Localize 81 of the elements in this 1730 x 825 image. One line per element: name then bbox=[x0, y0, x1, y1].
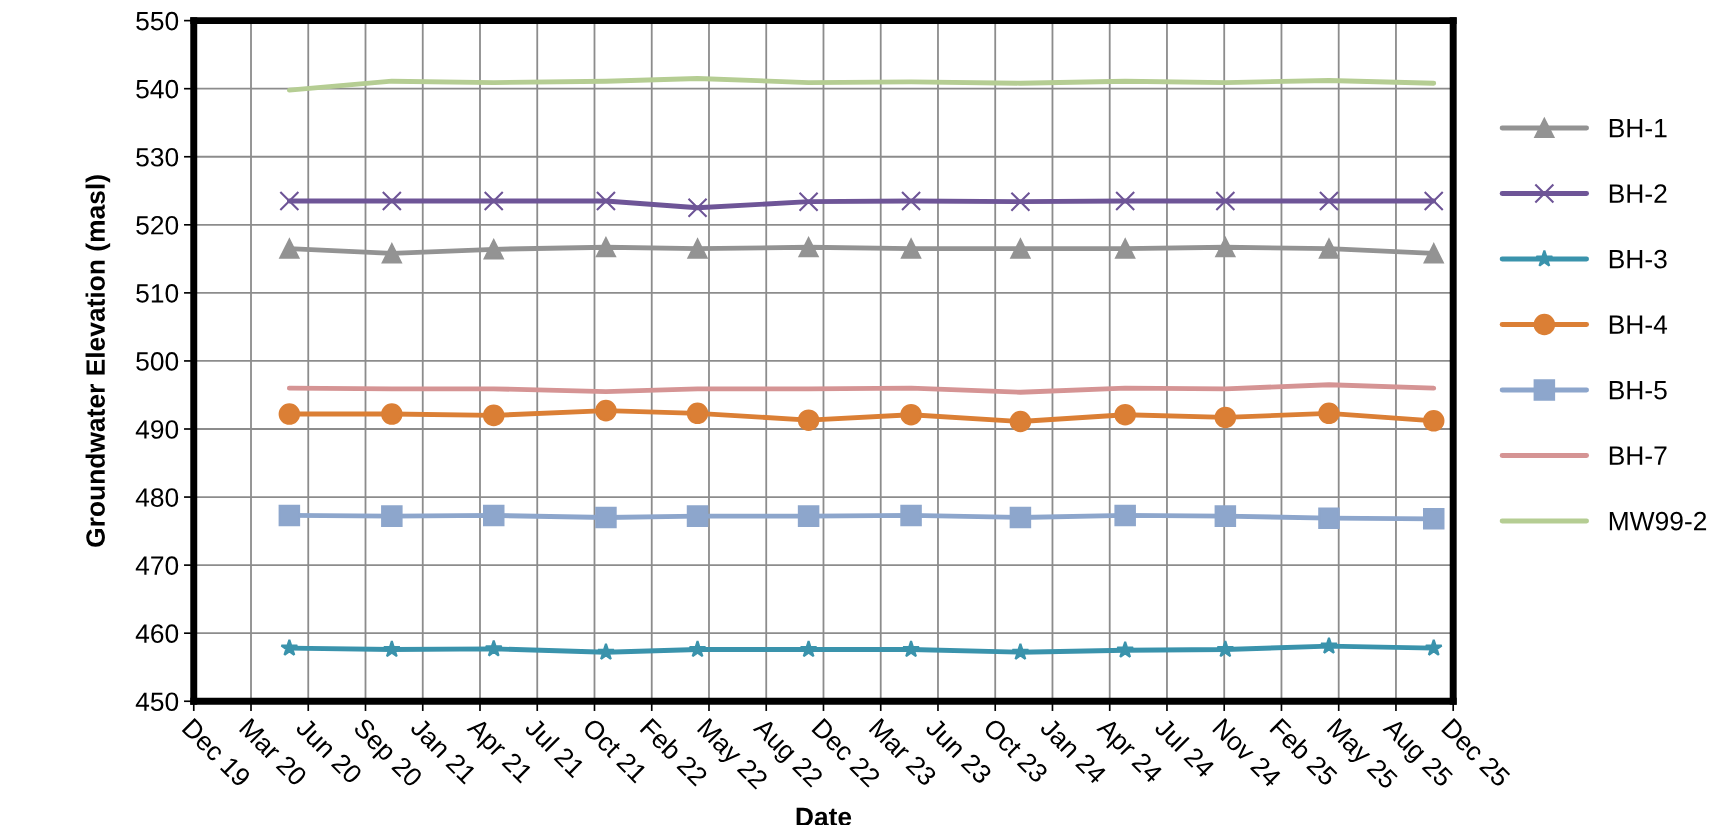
point bbox=[1423, 243, 1444, 264]
point bbox=[1318, 402, 1340, 425]
point bbox=[1115, 190, 1136, 212]
point bbox=[901, 190, 922, 212]
point bbox=[1214, 406, 1237, 429]
point bbox=[382, 640, 401, 658]
point bbox=[279, 190, 300, 212]
point bbox=[1011, 642, 1030, 661]
legend-label: BH-4 bbox=[1609, 315, 1668, 334]
point bbox=[1010, 238, 1031, 259]
y-axis-title: Groundwater Elevation (masl) bbox=[85, 175, 111, 547]
y-tick-label: 480 bbox=[135, 488, 179, 507]
point bbox=[381, 190, 402, 212]
point bbox=[900, 403, 922, 426]
y-tick-label: 510 bbox=[136, 284, 179, 303]
point bbox=[688, 640, 707, 658]
point bbox=[1116, 640, 1135, 658]
point bbox=[595, 190, 617, 212]
y-tick-label: 530 bbox=[136, 147, 179, 167]
point bbox=[798, 237, 819, 258]
point bbox=[278, 504, 301, 527]
point bbox=[1320, 636, 1338, 654]
point bbox=[1423, 190, 1444, 212]
y-tick-label: 520 bbox=[136, 215, 179, 235]
point bbox=[1114, 504, 1136, 527]
point bbox=[799, 640, 818, 658]
legend-label: BH-3 bbox=[1609, 249, 1667, 269]
legend-label: BH-2 bbox=[1609, 184, 1667, 203]
y-tick-label: 550 bbox=[136, 11, 179, 31]
point bbox=[279, 238, 300, 259]
point bbox=[482, 404, 505, 427]
point bbox=[1216, 640, 1235, 658]
point bbox=[1424, 638, 1443, 656]
y-tick-label: 460 bbox=[135, 624, 179, 644]
point bbox=[595, 399, 617, 422]
line-series bbox=[286, 382, 1437, 395]
point bbox=[1009, 410, 1032, 433]
point bbox=[1010, 191, 1031, 212]
point bbox=[686, 505, 709, 527]
point bbox=[1422, 410, 1445, 432]
point bbox=[902, 640, 921, 658]
point bbox=[1214, 505, 1237, 527]
point bbox=[482, 504, 505, 527]
point bbox=[483, 190, 504, 212]
point bbox=[1114, 403, 1136, 426]
point bbox=[1318, 238, 1340, 259]
point bbox=[381, 403, 403, 425]
point bbox=[686, 402, 709, 425]
legend-label: BH-1 bbox=[1609, 119, 1667, 138]
point bbox=[1318, 507, 1340, 529]
y-tick-label: 490 bbox=[135, 420, 179, 439]
point bbox=[596, 642, 615, 661]
point bbox=[595, 506, 617, 529]
point bbox=[900, 504, 922, 527]
point bbox=[1422, 508, 1445, 530]
point bbox=[798, 191, 819, 212]
point bbox=[483, 239, 504, 260]
point bbox=[278, 403, 301, 425]
point bbox=[280, 638, 299, 656]
point bbox=[1215, 190, 1236, 212]
legend-label: MW99-2 bbox=[1609, 511, 1707, 531]
point bbox=[1115, 238, 1136, 259]
y-tick-label: 450 bbox=[135, 692, 179, 712]
y-tick-label: 470 bbox=[135, 556, 179, 575]
point bbox=[687, 238, 708, 259]
legend-label: BH-5 bbox=[1609, 381, 1667, 400]
point bbox=[1318, 190, 1340, 212]
point bbox=[381, 505, 403, 527]
line-series bbox=[286, 76, 1437, 93]
legend-label: BH-7 bbox=[1609, 446, 1667, 465]
point bbox=[687, 197, 708, 218]
point bbox=[1215, 237, 1236, 258]
point bbox=[797, 505, 820, 527]
point bbox=[595, 237, 617, 258]
y-tick-label: 540 bbox=[136, 79, 179, 99]
point bbox=[1009, 506, 1032, 529]
point bbox=[484, 639, 503, 657]
point bbox=[797, 409, 820, 431]
point bbox=[901, 238, 922, 259]
y-tick-label: 500 bbox=[136, 352, 179, 371]
point bbox=[381, 243, 402, 264]
